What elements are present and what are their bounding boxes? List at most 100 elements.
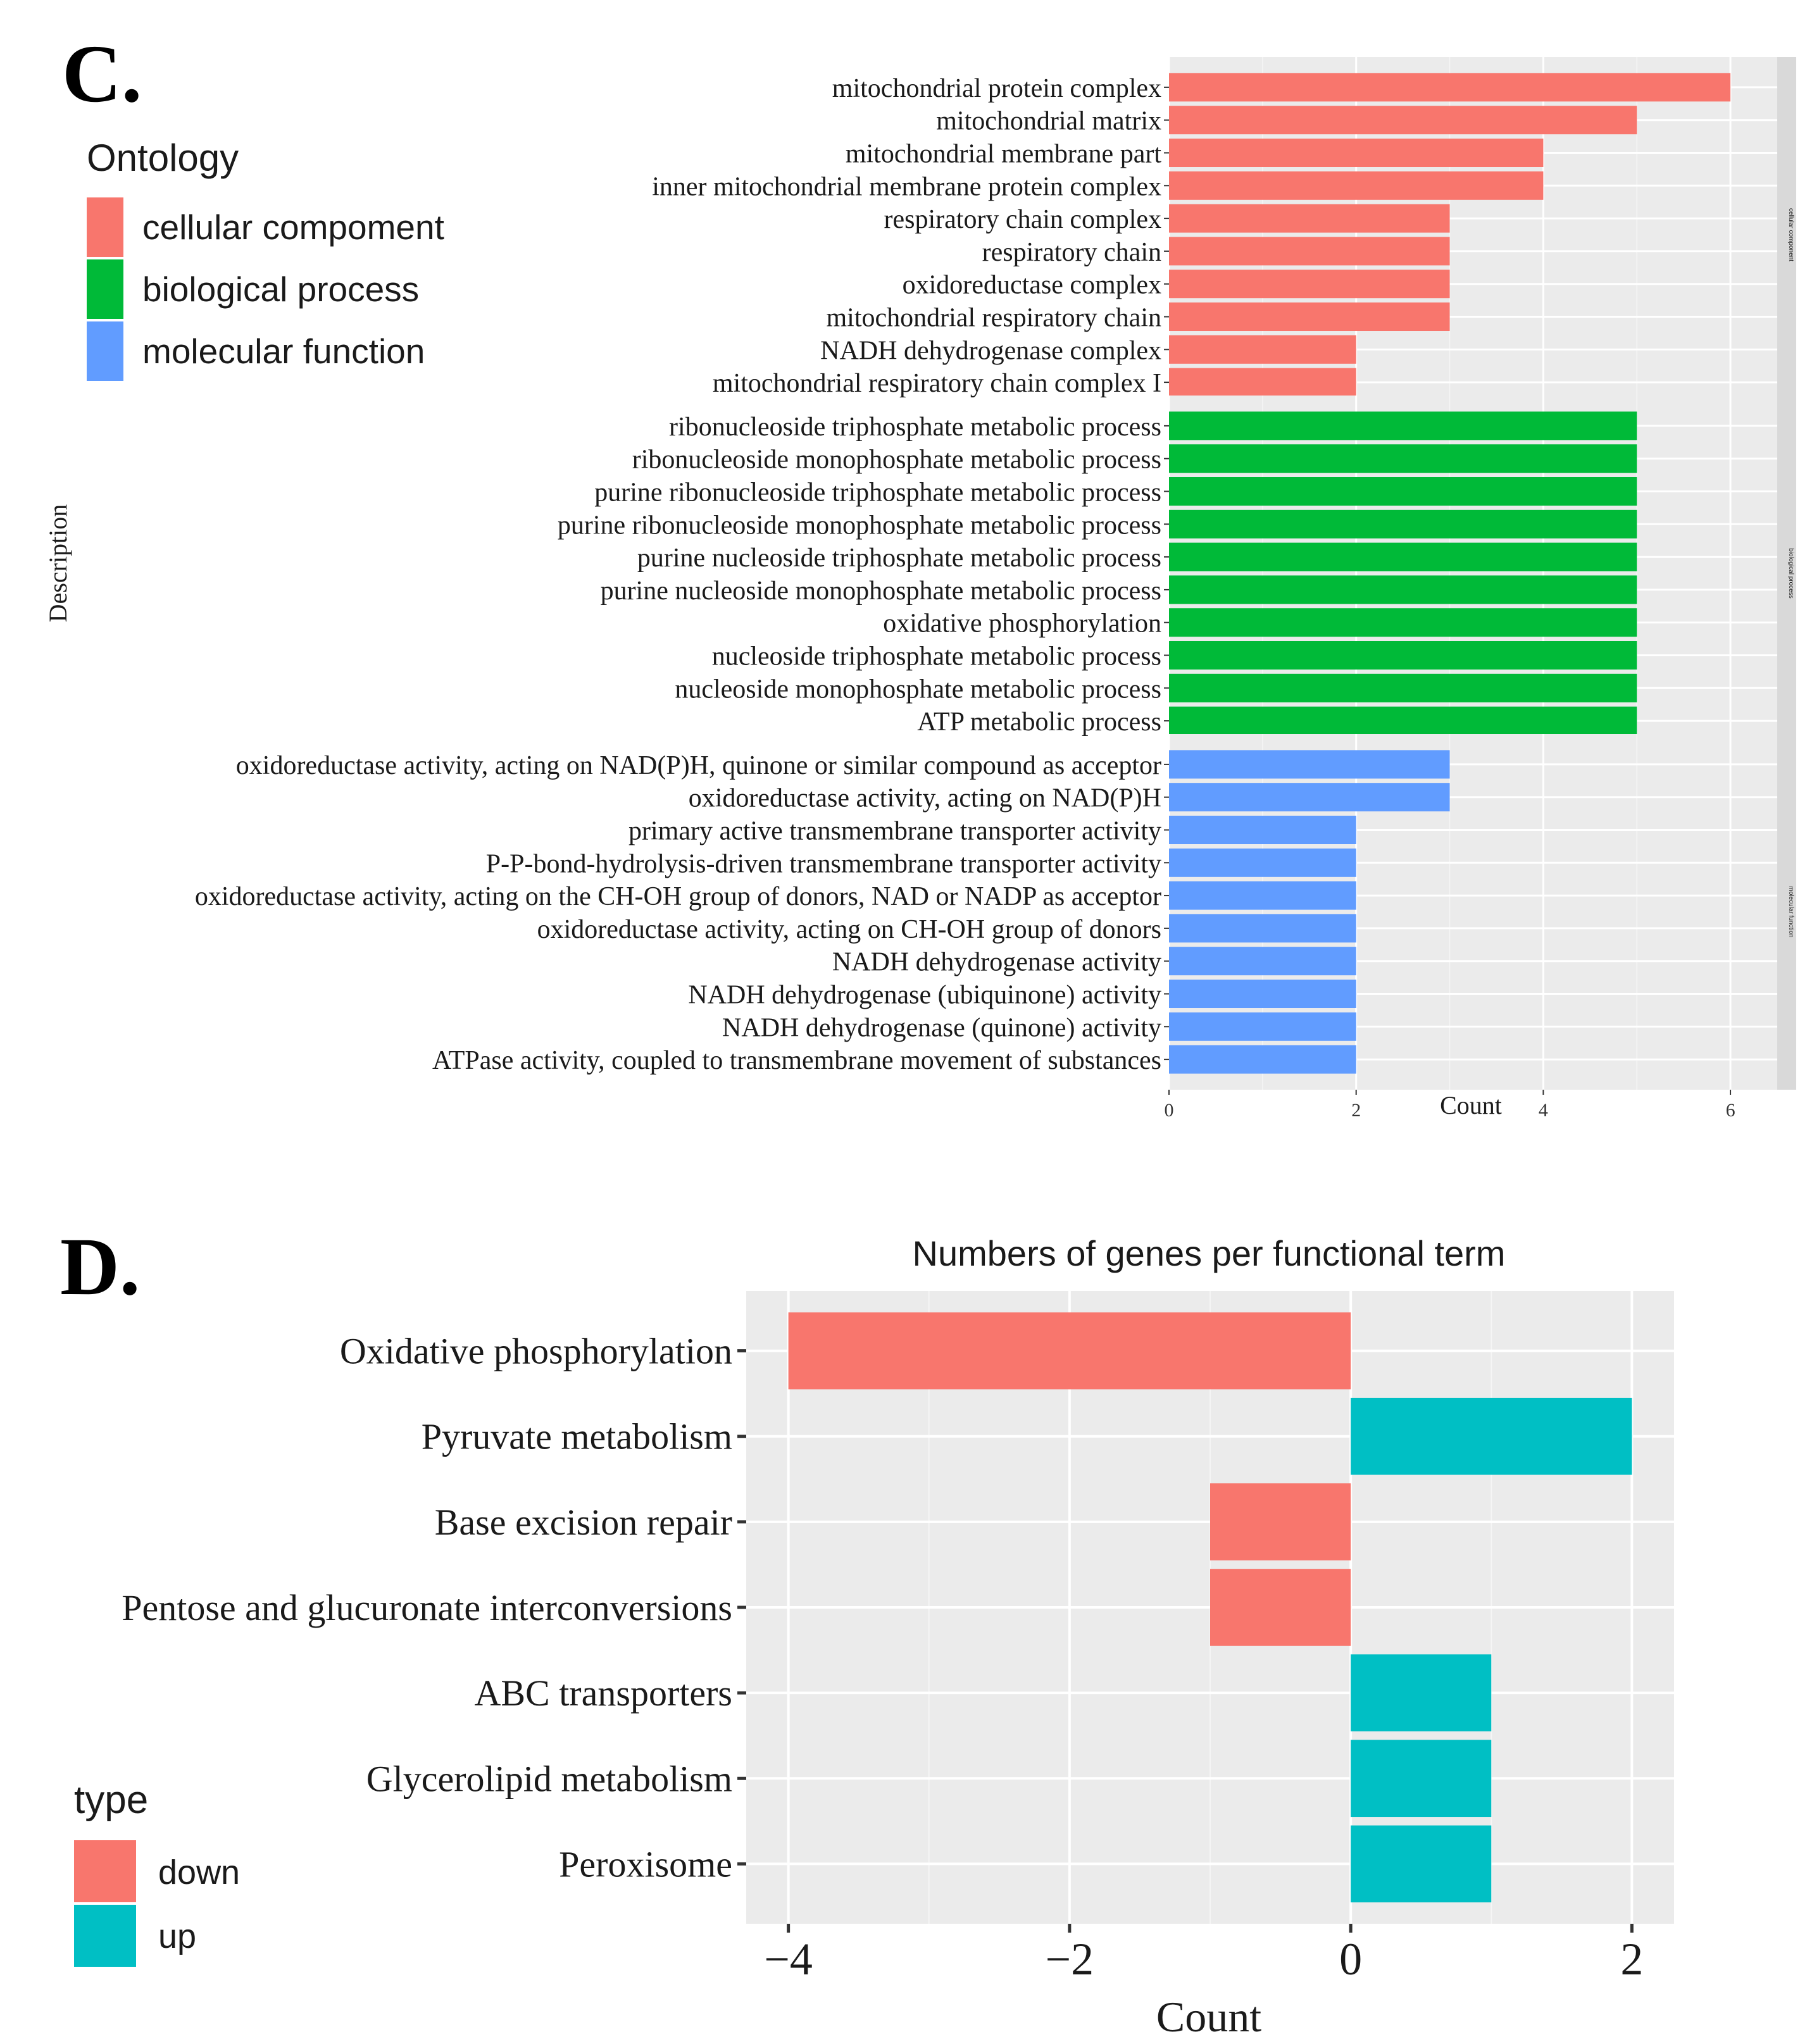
d-bar-pentose-and-glucuronate-interconversions	[1210, 1569, 1351, 1646]
c-category-label: mitochondrial respiratory chain	[827, 304, 1162, 333]
c-category-label: oxidoreductase activity, acting on NAD(P…	[236, 751, 1161, 780]
c-plot: mitochondrial protein complex mitochondri…	[195, 57, 1796, 1121]
d-bar-pyruvate-metabolism	[1351, 1397, 1632, 1475]
c-x-tick-label: 0	[1165, 1100, 1174, 1121]
c-bar-mitochondrial-matrix	[1169, 106, 1637, 135]
c-category-label: oxidative phosphorylation	[883, 609, 1161, 639]
c-bar-primary-active-transmembrane-transporter-activity	[1169, 816, 1356, 844]
c-bar-purine-ribonucleoside-monophosphate-metabolic-process	[1169, 509, 1637, 539]
c-category-label: ribonucleoside monophosphate metabolic p…	[632, 446, 1161, 475]
c-category-label: respiratory chain	[982, 238, 1161, 267]
c-category-label: purine ribonucleoside monophosphate meta…	[558, 511, 1161, 540]
d-category-label: Glycerolipid metabolism	[366, 1758, 732, 1799]
c-bar-p-p-bond-hydrolysis-driven-transmembrane-transporter-activity	[1169, 848, 1356, 877]
legend-label-up: up	[158, 1917, 196, 1955]
c-category-label: ATPase activity, coupled to transmembran…	[432, 1046, 1161, 1075]
c-category-label: oxidoreductase activity, acting on NAD(P…	[689, 784, 1161, 813]
c-bar-nadh-dehydrogenase-activity	[1169, 947, 1356, 976]
c-category-label: mitochondrial membrane part	[846, 140, 1161, 169]
d-x-axis-title: Count	[1156, 1993, 1261, 2041]
c-category-label: ATP metabolic process	[917, 707, 1161, 737]
legend-label-molecular-function: molecular function	[142, 332, 425, 371]
ontology-legend-title: Ontology	[87, 137, 239, 179]
c-bar-nadh-dehydrogenase-ubiquinone-activity	[1169, 980, 1356, 1008]
d-category-label: Pentose and glucuronate interconversions	[122, 1587, 732, 1628]
c-facet-strip-label: molecular function	[1787, 886, 1794, 937]
c-category-label: mitochondrial respiratory chain complex …	[713, 369, 1161, 398]
c-bar-purine-nucleoside-triphosphate-metabolic-process	[1169, 542, 1637, 571]
d-category-label: Peroxisome	[559, 1843, 732, 1885]
panel-d-label: D.	[60, 1221, 140, 1312]
c-bar-mitochondrial-protein-complex	[1169, 73, 1731, 102]
c-bar-respiratory-chain-complex	[1169, 204, 1450, 233]
c-category-label: NADH dehydrogenase activity	[832, 948, 1161, 977]
d-category-label: Oxidative phosphorylation	[340, 1331, 732, 1372]
c-category-label: primary active transmembrane transporter…	[628, 817, 1161, 846]
c-category-label: oxidoreductase activity, acting on the C…	[195, 882, 1161, 911]
c-bar-nadh-dehydrogenase-complex	[1169, 335, 1356, 364]
legend-label-biological-process: biological process	[142, 270, 419, 309]
d-plot: Oxidative phosphorylation Pyruvate metabo…	[122, 1291, 1674, 1985]
panel-c: C. Ontology cellular compoment biologica…	[44, 28, 1796, 1121]
c-x-tick-label: 6	[1726, 1100, 1735, 1121]
legend-swatch-cellular-component	[87, 197, 123, 257]
panel-d-legend: type down up	[74, 1778, 240, 1967]
c-bar-respiratory-chain	[1169, 237, 1450, 266]
c-bar-oxidative-phosphorylation	[1169, 608, 1637, 637]
panel-c-label: C.	[62, 28, 142, 120]
c-facet-strip-1	[1777, 396, 1796, 751]
c-bar-oxidoreductase-complex	[1169, 270, 1450, 299]
c-x-axis-title: Count	[1440, 1091, 1502, 1119]
d-bar-base-excision-repair	[1210, 1483, 1351, 1561]
d-category-label: Pyruvate metabolism	[422, 1416, 732, 1457]
c-category-label: P-P-bond-hydrolysis-driven transmembrane…	[486, 849, 1161, 878]
legend-label-cellular-component: cellular compoment	[142, 208, 444, 247]
d-x-tick-label: 2	[1620, 1934, 1643, 1985]
c-category-label: oxidoreductase complex	[903, 271, 1161, 300]
c-bar-oxidoreductase-activity-acting-on-ch-oh-group-of-donors	[1169, 914, 1356, 943]
c-category-label: purine nucleoside triphosphate metabolic…	[637, 544, 1161, 573]
d-chart-title: Numbers of genes per functional term	[913, 1233, 1506, 1273]
legend-label-down: down	[158, 1854, 240, 1891]
c-bar-ribonucleoside-triphosphate-metabolic-process	[1169, 411, 1637, 440]
c-facet-strip-label: cellular component	[1787, 208, 1794, 261]
d-category-label: ABC transporters	[474, 1673, 732, 1714]
c-category-label: respiratory chain complex	[884, 205, 1162, 234]
c-category-label: nucleoside monophosphate metabolic proce…	[675, 675, 1161, 704]
c-y-axis-title: Description	[44, 504, 72, 623]
c-category-label: purine nucleoside monophosphate metaboli…	[601, 576, 1161, 606]
legend-swatch-up	[74, 1905, 136, 1967]
d-x-tick-label: −4	[764, 1934, 813, 1985]
c-x-tick-label: 2	[1351, 1100, 1361, 1121]
c-bar-inner-mitochondrial-membrane-protein-complex	[1169, 171, 1544, 200]
c-bar-purine-ribonucleoside-triphosphate-metabolic-process	[1169, 477, 1637, 506]
c-facet-strip-label: biological process	[1787, 548, 1794, 599]
d-bar-oxidative-phosphorylation	[788, 1312, 1351, 1390]
c-bar-mitochondrial-membrane-part	[1169, 139, 1544, 167]
type-legend-title: type	[74, 1778, 148, 1822]
d-bar-peroxisome	[1351, 1825, 1492, 1903]
c-category-label: inner mitochondrial membrane protein com…	[652, 172, 1161, 201]
c-bar-mitochondrial-respiratory-chain	[1169, 302, 1450, 331]
c-category-label: oxidoreductase activity, acting on CH-OH…	[537, 915, 1161, 944]
c-category-label: NADH dehydrogenase complex	[820, 336, 1161, 365]
d-x-tick-label: 0	[1339, 1934, 1362, 1985]
c-facet-strip-0	[1777, 57, 1796, 413]
c-category-label: mitochondrial matrix	[936, 107, 1161, 136]
c-bar-nadh-dehydrogenase-quinone-activity	[1169, 1012, 1356, 1041]
d-bar-glycerolipid-metabolism	[1351, 1740, 1492, 1817]
c-bar-nucleoside-triphosphate-metabolic-process	[1169, 641, 1637, 670]
c-category-label: NADH dehydrogenase (ubiquinone) activity	[688, 981, 1161, 1010]
c-category-label: NADH dehydrogenase (quinone) activity	[722, 1013, 1161, 1042]
d-category-label: Base excision repair	[435, 1502, 732, 1543]
c-category-label: nucleoside triphosphate metabolic proces…	[712, 642, 1161, 671]
c-category-label: purine ribonucleoside triphosphate metab…	[594, 478, 1161, 508]
panel-c-legend: Ontology cellular compoment biological p…	[87, 137, 444, 381]
c-category-label: ribonucleoside triphosphate metabolic pr…	[669, 413, 1161, 442]
c-category-label: mitochondrial protein complex	[832, 74, 1161, 103]
legend-swatch-down	[74, 1840, 136, 1902]
c-bar-mitochondrial-respiratory-chain-complex-i	[1169, 368, 1356, 397]
panel-d: D. Numbers of genes per functional term …	[60, 1221, 1674, 2041]
c-bar-oxidoreductase-activity-acting-on-the-ch-oh-group-of-donors-nad-or-nadp-as-acceptor	[1169, 881, 1356, 910]
